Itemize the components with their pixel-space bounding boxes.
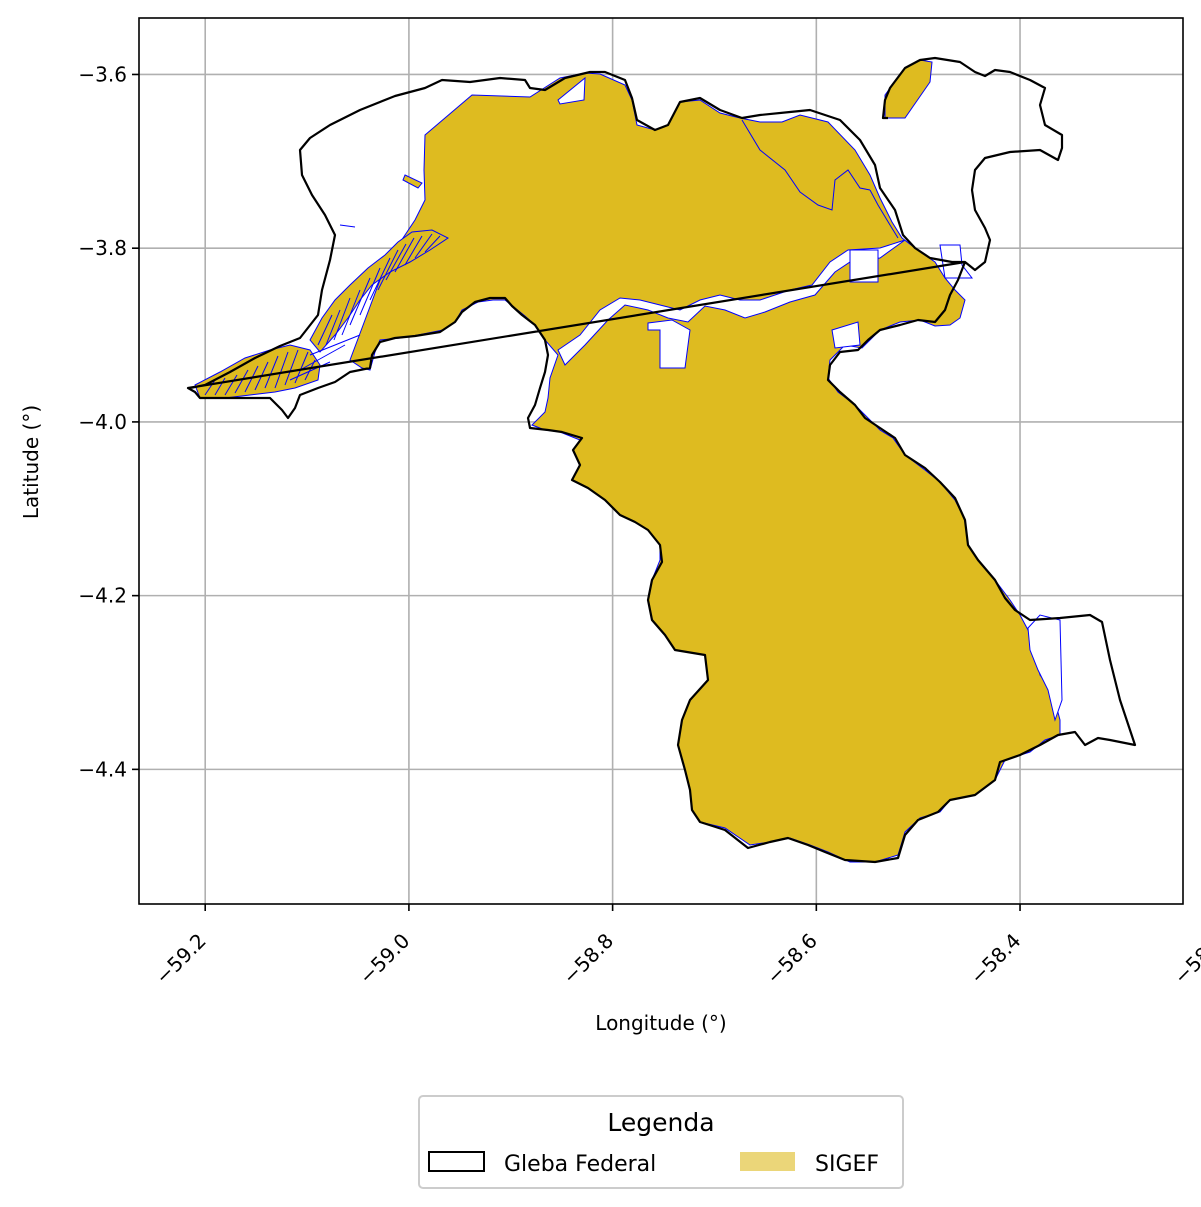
subdivision-hatch <box>204 349 316 396</box>
x-tick-label: −58.6 <box>762 929 822 989</box>
gleba-federal-outline <box>186 56 1137 864</box>
y-tick-label: −3.6 <box>78 62 127 86</box>
island-gap-4 <box>557 76 586 105</box>
y-axis-label: Latitude (°) <box>19 405 43 519</box>
island-gap-3 <box>831 321 861 349</box>
sigef-west-strip <box>309 229 449 353</box>
subdivision-line <box>339 224 356 228</box>
subdivision-hatch <box>317 233 441 346</box>
legend-swatch-sigef <box>740 1152 795 1171</box>
x-tick-label: −58.2 <box>1169 929 1201 989</box>
y-tick-label: −4.0 <box>78 410 127 434</box>
x-tick-label: −59.0 <box>354 929 414 989</box>
plot-frame <box>138 17 1184 905</box>
x-tick-label: −58.4 <box>965 929 1025 989</box>
y-tick-label: −4.2 <box>78 584 127 608</box>
subdivision-line <box>869 189 899 239</box>
x-axis-label: Longitude (°) <box>595 1011 726 1035</box>
legend-title: Legenda <box>607 1108 714 1137</box>
legend-swatch-gleba-federal <box>428 1151 485 1172</box>
y-tick-label: −4.4 <box>78 757 127 781</box>
southeast-gap <box>1027 614 1063 722</box>
river-gap <box>557 239 906 366</box>
subdivision-line <box>741 119 871 211</box>
island-gap-2 <box>849 249 879 283</box>
legend-label-sigef: SIGEF <box>815 1152 879 1177</box>
legend: Legenda Gleba Federal SIGEF <box>418 1095 904 1189</box>
y-tick-label: −3.8 <box>78 236 127 260</box>
sigef-layer <box>194 59 1061 863</box>
island-gap-1 <box>647 319 691 369</box>
legend-label-gleba-federal: Gleba Federal <box>504 1152 656 1177</box>
sigef-small-parcel-1 <box>402 174 423 189</box>
x-tick-label: −59.2 <box>150 929 210 989</box>
x-tick-label: −58.8 <box>558 929 618 989</box>
